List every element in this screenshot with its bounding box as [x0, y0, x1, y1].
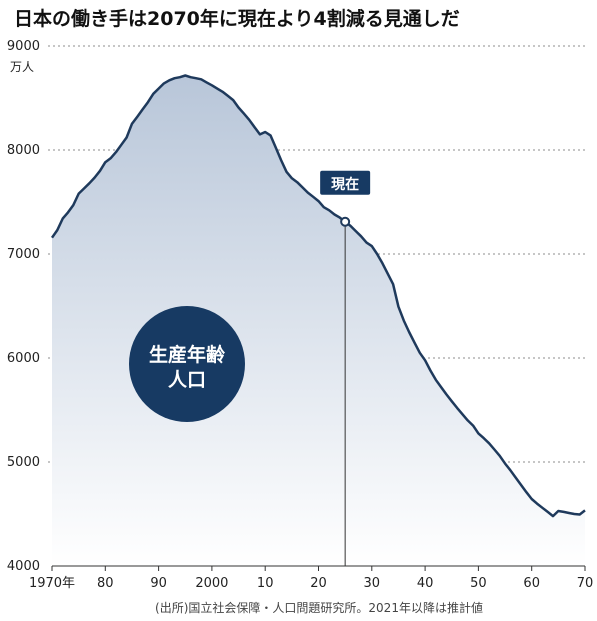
series-line [50, 74, 586, 518]
chart-title: 日本の働き手は2070年に現在より4割減る見通しだ [14, 7, 460, 30]
series-label-line1: 生産年齢 [149, 343, 226, 366]
y-tick-label: 4000 [7, 559, 40, 574]
y-axis-ticks: 9000 8000 7000 6000 5000 4000 [7, 39, 40, 574]
y-tick-label: 6000 [7, 351, 40, 366]
current-marker-point [340, 216, 351, 227]
x-tick-label: 70 [577, 576, 594, 591]
x-tick-label: 30 [364, 576, 381, 591]
current-label-box [320, 170, 371, 195]
x-tick-label: 40 [417, 576, 434, 591]
source-note: (出所)国立社会保障・人口問題研究所。2021年以降は推計値 [155, 600, 483, 615]
y-tick-label: 5000 [7, 455, 40, 470]
x-tick-label: 60 [523, 576, 540, 591]
y-tick-label: 8000 [7, 143, 40, 158]
area-fill [52, 75, 585, 566]
x-axis-ticks: 1970年 80 90 2000 10 20 30 40 50 60 70 [29, 566, 593, 591]
y-axis-unit: 万人 [10, 60, 34, 74]
x-tick-label: 1970年 [29, 576, 75, 591]
x-tick-label: 2000 [195, 576, 228, 591]
x-tick-label: 80 [97, 576, 114, 591]
series-label-circle [129, 306, 245, 422]
x-tick-label: 90 [150, 576, 167, 591]
y-tick-label: 7000 [7, 247, 40, 262]
x-tick-label: 10 [257, 576, 274, 591]
y-tick-label: 9000 [7, 39, 40, 54]
x-tick-label: 50 [470, 576, 487, 591]
series-label-line2: 人口 [168, 369, 206, 391]
current-label: 現在 [331, 176, 359, 193]
x-tick-label: 20 [310, 576, 327, 591]
